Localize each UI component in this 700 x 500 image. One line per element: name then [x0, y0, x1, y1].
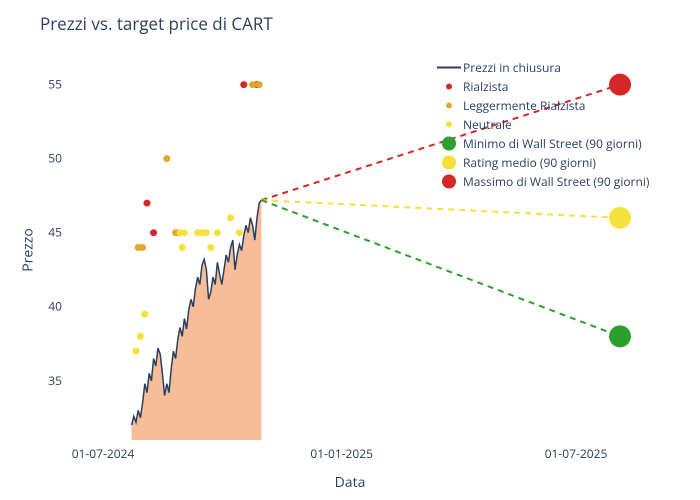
y-tick-label: 35: [48, 372, 62, 389]
target-line-mean: [261, 200, 620, 218]
legend-item: Minimo di Wall Street (90 giorni): [435, 134, 649, 153]
target-marker-min: [609, 325, 631, 347]
legend-swatch: [435, 172, 463, 191]
legend-swatch: [435, 115, 463, 134]
legend-label: Minimo di Wall Street (90 giorni): [463, 135, 642, 152]
y-tick-label: 45: [48, 224, 62, 241]
rating-dot-neutrale: [141, 311, 148, 318]
legend-label: Rialzista: [463, 78, 508, 95]
legend-item: Prezzi in chiusura: [435, 58, 649, 77]
target-line-min: [261, 200, 620, 336]
x-tick-label: 01-07-2025: [545, 445, 608, 462]
rating-dot-neutrale: [133, 348, 140, 355]
x-tick-label: 01-07-2024: [72, 445, 135, 462]
legend-label: Leggermente Rialzista: [463, 97, 585, 114]
legend-swatch: [435, 134, 463, 153]
rating-dot-neutrale: [207, 244, 214, 251]
legend-swatch: [435, 77, 463, 96]
rating-dot-rialzista: [240, 81, 247, 88]
legend-swatch: [435, 58, 463, 77]
rating-dot-neutrale: [214, 229, 221, 236]
rating-dot-neutrale: [227, 214, 234, 221]
legend-swatch: [435, 96, 463, 115]
rating-dot-neutrale: [236, 229, 243, 236]
rating-dot-leggermente_rialzista: [256, 81, 263, 88]
y-tick-label: 55: [48, 76, 62, 93]
legend-item: Neutrale: [435, 115, 649, 134]
rating-dot-rialzista: [144, 200, 151, 207]
legend-item: Leggermente Rialzista: [435, 96, 649, 115]
legend-swatch: [435, 153, 463, 172]
legend-label: Prezzi in chiusura: [463, 59, 561, 76]
x-tick-label: 01-01-2025: [310, 445, 373, 462]
rating-dot-neutrale: [179, 244, 186, 251]
rating-dot-leggermente_rialzista: [139, 244, 146, 251]
legend-label: Massimo di Wall Street (90 giorni): [463, 173, 649, 190]
y-tick-label: 40: [48, 298, 62, 315]
legend-label: Neutrale: [463, 116, 512, 133]
target-marker-mean: [609, 207, 631, 229]
price-area: [132, 200, 262, 440]
rating-dot-leggermente_rialzista: [249, 81, 256, 88]
rating-dot-neutrale: [181, 229, 188, 236]
y-tick-label: 50: [48, 150, 62, 167]
rating-dot-leggermente_rialzista: [163, 155, 170, 162]
legend-item: Rialzista: [435, 77, 649, 96]
rating-dot-rialzista: [150, 229, 157, 236]
legend: Prezzi in chiusura Rialzista Leggermente R…: [435, 58, 649, 191]
legend-label: Rating medio (90 giorni): [463, 154, 596, 171]
legend-item: Rating medio (90 giorni): [435, 153, 649, 172]
rating-dot-neutrale: [137, 333, 144, 340]
legend-item: Massimo di Wall Street (90 giorni): [435, 172, 649, 191]
rating-dot-neutrale: [203, 229, 210, 236]
